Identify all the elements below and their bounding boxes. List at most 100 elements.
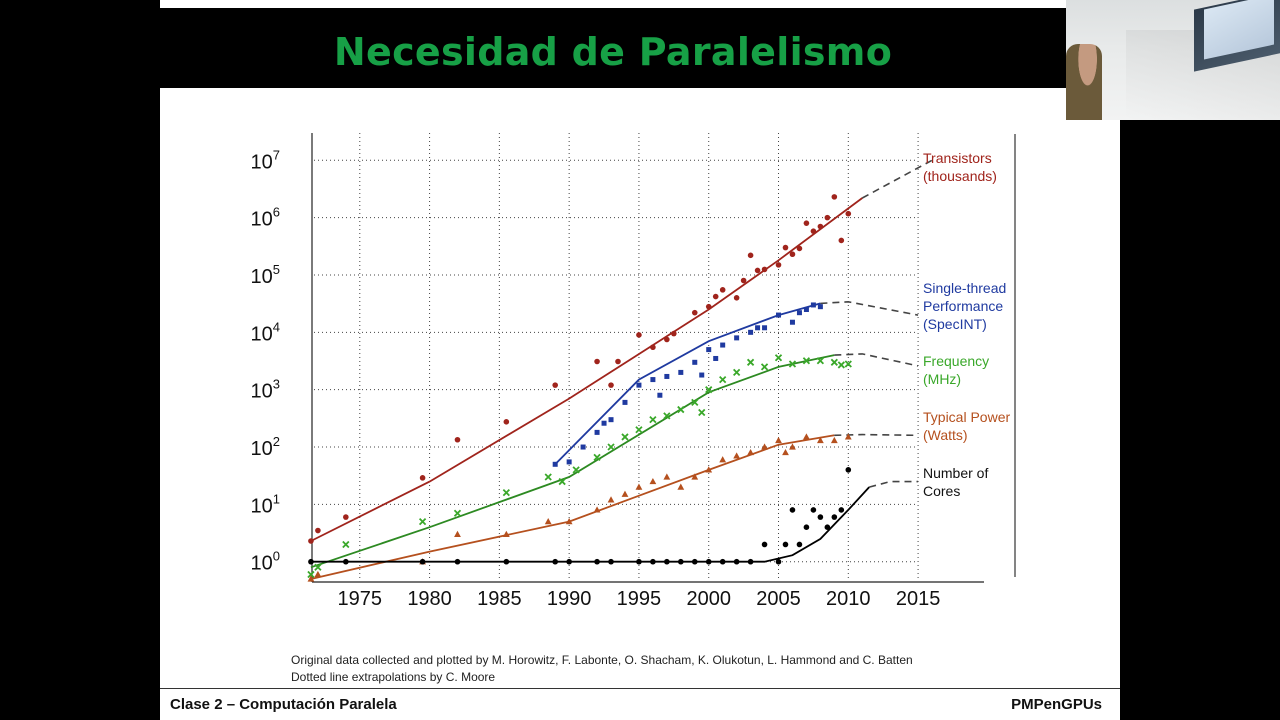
y-tick-label: 103: [251, 377, 280, 403]
slide-footer: Clase 2 – Computación Paralela PMPenGPUs: [160, 688, 1120, 720]
data-point: [705, 303, 712, 310]
data-point: [803, 433, 810, 440]
y-tick-label: 102: [251, 434, 280, 460]
data-point: [761, 443, 768, 450]
data-point: [810, 228, 817, 234]
data-point: [824, 524, 831, 531]
trend-line: [310, 197, 863, 542]
data-point: [789, 443, 796, 450]
data-point: [748, 329, 754, 335]
data-point: [635, 426, 643, 434]
data-point: [719, 456, 727, 463]
data-point: [593, 453, 601, 462]
data-point: [782, 244, 789, 251]
data-point: [663, 412, 671, 420]
data-point: [774, 354, 783, 362]
legend-label: Cores: [923, 483, 960, 499]
data-point: [775, 436, 782, 444]
trend-line: [310, 434, 835, 580]
data-point: [664, 373, 670, 379]
data-point: [844, 360, 852, 368]
data-point: [691, 398, 699, 407]
data-point: [502, 489, 510, 497]
data-point: [788, 360, 797, 368]
data-point: [671, 330, 677, 337]
data-point: [762, 325, 768, 331]
trend-line: [554, 302, 821, 465]
data-point: [657, 392, 663, 398]
data-point: [776, 312, 782, 318]
data-point: [816, 436, 824, 444]
legend-label: Typical Power: [923, 409, 1010, 425]
trend-line: [310, 486, 870, 563]
data-point: [817, 514, 824, 520]
data-point: [761, 541, 768, 548]
credit-line-1: Original data collected and plotted by M…: [291, 653, 913, 667]
data-point: [740, 277, 747, 284]
data-point: [678, 558, 684, 565]
data-point: [796, 310, 802, 316]
legend-label: (MHz): [923, 371, 961, 387]
data-point: [761, 266, 768, 273]
footer-brand-label: PMPenGPUs: [1011, 696, 1102, 713]
x-tick-label: 2005: [756, 588, 801, 610]
data-point: [649, 477, 657, 485]
data-point: [824, 214, 831, 221]
data-point: [615, 358, 621, 365]
data-point: [558, 477, 566, 486]
data-point: [593, 506, 601, 513]
legend-label: (SpecINT): [923, 316, 987, 332]
x-tick-label: 2010: [826, 588, 871, 610]
x-tick-label: 1990: [547, 588, 592, 610]
data-point: [608, 382, 614, 388]
data-point: [607, 496, 615, 503]
data-point: [754, 267, 761, 274]
data-point: [803, 524, 810, 531]
y-tick-label: 107: [251, 147, 280, 173]
data-point: [705, 386, 713, 394]
data-point: [816, 357, 825, 365]
data-point: [691, 558, 698, 565]
y-tick-label: 105: [251, 262, 280, 288]
data-point: [719, 558, 726, 565]
extrapolation-line: [820, 300, 919, 316]
data-point: [746, 358, 755, 366]
data-point: [810, 302, 816, 308]
data-point: [747, 252, 754, 259]
data-point: [454, 530, 461, 537]
data-point: [712, 293, 719, 300]
data-point: [677, 405, 685, 414]
data-point: [572, 466, 580, 474]
credit-line-2: Dotted line extrapolations by C. Moore: [291, 670, 496, 684]
legend-label: (Watts): [923, 427, 968, 443]
data-point: [733, 294, 740, 301]
data-point: [733, 558, 740, 565]
x-tick-label: 2000: [686, 588, 731, 610]
data-point: [566, 558, 572, 565]
y-tick-label: 104: [251, 319, 280, 345]
webcam-overlay: [1066, 0, 1280, 120]
data-point: [649, 416, 657, 424]
data-point: [691, 473, 699, 480]
data-point: [664, 336, 670, 343]
data-point: [601, 420, 607, 426]
data-point: [810, 507, 817, 513]
data-point: [747, 558, 754, 565]
data-point: [636, 558, 642, 565]
data-point: [315, 527, 321, 534]
data-point: [733, 452, 741, 459]
data-point: [733, 368, 741, 377]
data-point: [705, 558, 712, 565]
data-point: [719, 375, 727, 384]
data-point: [706, 347, 712, 353]
data-point: [830, 436, 838, 444]
data-point: [831, 514, 838, 520]
data-point: [775, 558, 782, 565]
data-point: [755, 325, 761, 331]
data-point: [635, 483, 643, 490]
data-point: [845, 467, 852, 473]
data-point: [789, 251, 796, 258]
data-point: [594, 429, 600, 435]
top-strip: [160, 0, 1066, 8]
data-point: [621, 490, 629, 497]
